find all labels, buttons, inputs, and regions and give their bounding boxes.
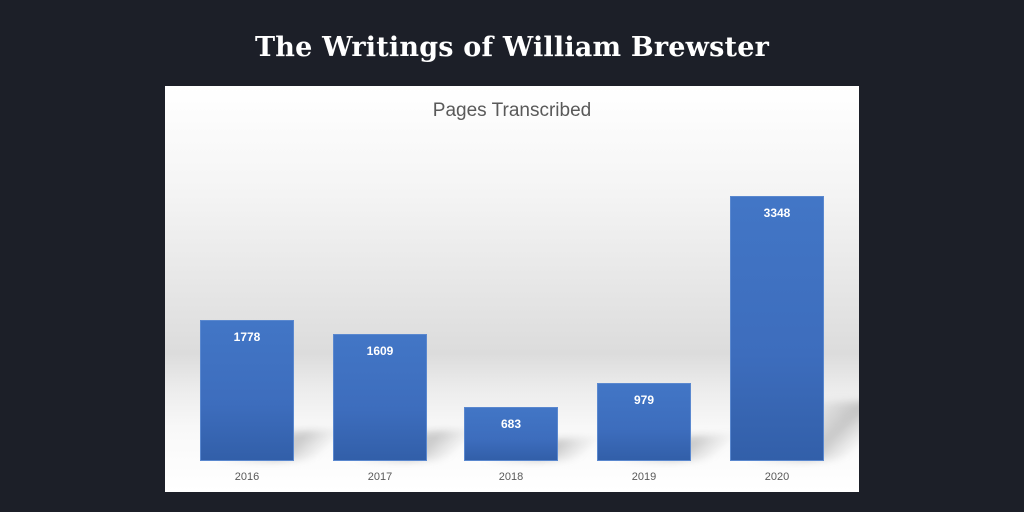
bar-2018: 683 bbox=[464, 407, 558, 461]
x-axis-label-2020: 2020 bbox=[764, 471, 790, 483]
bar-value-label: 1778 bbox=[233, 330, 261, 344]
page-title: The Writings of William Brewster bbox=[254, 32, 770, 63]
chart-panel: Pages Transcribed 1778 2016 1609 2017 68… bbox=[165, 86, 859, 492]
bar-2017: 1609 bbox=[333, 334, 427, 461]
bar-value-label: 683 bbox=[500, 417, 522, 431]
x-axis-label-2019: 2019 bbox=[631, 471, 657, 483]
bar-2019: 979 bbox=[597, 383, 691, 461]
x-axis-label-2018: 2018 bbox=[498, 471, 524, 483]
bar-2016: 1778 bbox=[200, 320, 294, 461]
plot-area: 1778 2016 1609 2017 683 2018 979 2019 bbox=[165, 86, 859, 492]
x-axis-label-2017: 2017 bbox=[367, 471, 393, 483]
x-axis-label-2016: 2016 bbox=[234, 471, 260, 483]
bar-value-label: 3348 bbox=[763, 206, 791, 220]
bar-2020: 3348 bbox=[730, 196, 824, 461]
chart-title: Pages Transcribed bbox=[432, 100, 592, 121]
bar-value-label: 979 bbox=[633, 393, 655, 407]
bar-value-label: 1609 bbox=[366, 344, 394, 358]
